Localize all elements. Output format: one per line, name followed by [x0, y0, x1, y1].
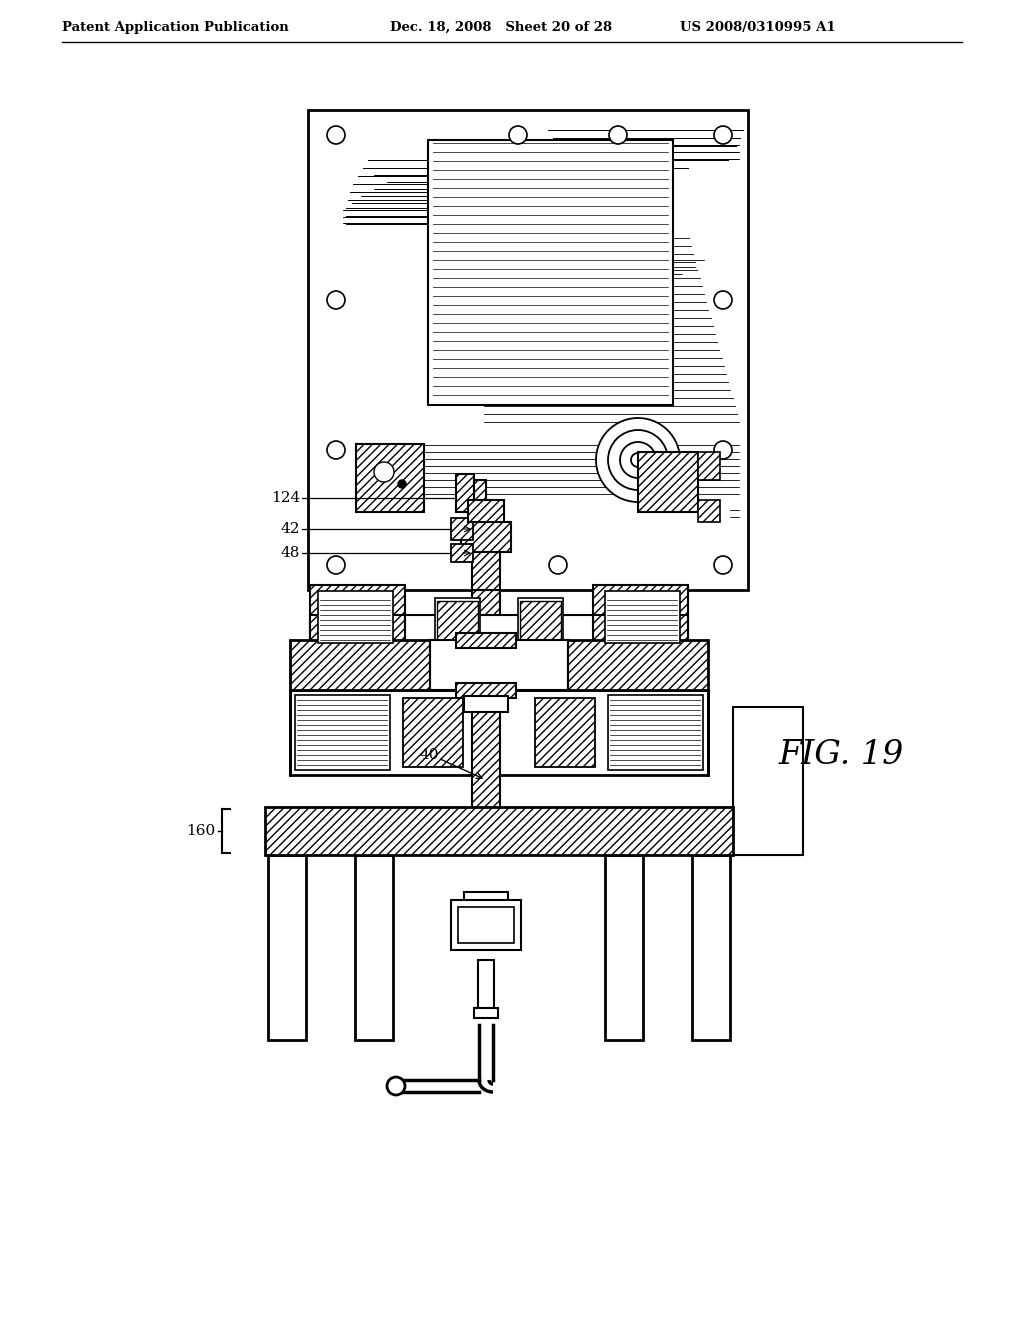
Bar — [478, 960, 494, 1010]
Circle shape — [327, 125, 345, 144]
Bar — [456, 682, 516, 698]
Circle shape — [714, 125, 732, 144]
Bar — [265, 807, 733, 855]
Circle shape — [596, 418, 680, 502]
Bar — [430, 640, 568, 690]
Bar — [461, 521, 511, 552]
Circle shape — [608, 430, 668, 490]
Bar — [310, 585, 406, 645]
Bar — [520, 601, 561, 642]
Bar — [468, 919, 504, 945]
Bar — [268, 855, 306, 1040]
Bar — [290, 640, 708, 690]
Bar — [468, 500, 504, 521]
Bar — [733, 708, 803, 855]
Text: 124: 124 — [270, 491, 300, 506]
Circle shape — [398, 480, 406, 488]
Bar — [518, 598, 563, 643]
Bar — [295, 696, 390, 770]
Text: 42: 42 — [281, 521, 300, 536]
Circle shape — [714, 556, 732, 574]
Bar — [698, 451, 720, 480]
Circle shape — [714, 290, 732, 309]
Bar — [406, 615, 593, 645]
Text: Dec. 18, 2008   Sheet 20 of 28: Dec. 18, 2008 Sheet 20 of 28 — [390, 21, 612, 33]
Bar — [692, 855, 730, 1040]
Text: 48: 48 — [281, 546, 300, 560]
Circle shape — [631, 453, 645, 467]
Bar — [458, 907, 514, 942]
Bar — [605, 855, 643, 1040]
Bar — [310, 615, 406, 645]
Text: FIG. 19: FIG. 19 — [778, 739, 903, 771]
Bar — [451, 900, 521, 950]
Circle shape — [327, 441, 345, 459]
Bar — [458, 908, 514, 920]
Bar — [456, 634, 516, 648]
Circle shape — [509, 125, 527, 144]
Bar — [456, 474, 474, 512]
Bar — [472, 590, 500, 845]
Text: Patent Application Publication: Patent Application Publication — [62, 21, 289, 33]
Circle shape — [327, 290, 345, 309]
Bar — [605, 591, 680, 643]
Circle shape — [714, 441, 732, 459]
Bar — [608, 696, 703, 770]
Bar — [428, 140, 673, 405]
Bar — [698, 500, 720, 521]
Bar — [535, 698, 595, 767]
Bar — [403, 698, 463, 767]
Text: US 2008/0310995 A1: US 2008/0310995 A1 — [680, 21, 836, 33]
Circle shape — [549, 556, 567, 574]
Circle shape — [387, 1077, 406, 1096]
Bar — [638, 451, 698, 512]
Bar — [318, 591, 393, 643]
Bar — [451, 544, 473, 562]
Text: 40: 40 — [420, 748, 439, 762]
Circle shape — [620, 442, 656, 478]
Bar — [451, 517, 473, 540]
Bar — [474, 480, 486, 504]
Bar — [355, 855, 393, 1040]
Bar — [435, 598, 480, 643]
Circle shape — [609, 125, 627, 144]
Bar — [290, 690, 708, 775]
Bar — [356, 444, 424, 512]
Bar — [593, 615, 688, 645]
Circle shape — [327, 556, 345, 574]
Bar — [593, 585, 688, 645]
Bar — [308, 110, 748, 590]
Bar — [472, 545, 500, 590]
Bar — [464, 696, 508, 711]
Circle shape — [374, 462, 394, 482]
Bar — [464, 892, 508, 908]
Bar — [437, 601, 478, 642]
Text: 160: 160 — [185, 824, 215, 838]
Bar — [474, 1008, 498, 1018]
